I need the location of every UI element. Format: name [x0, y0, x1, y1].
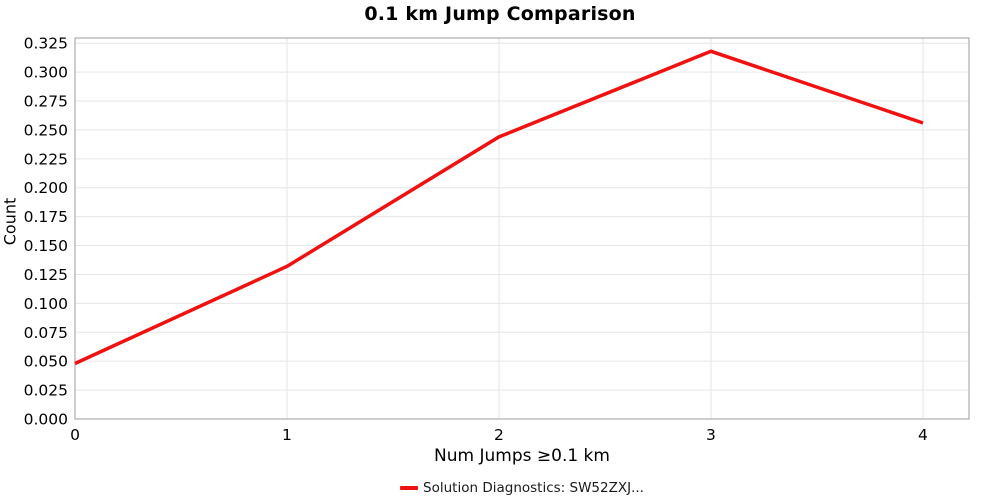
x-tick-label: 0	[70, 426, 80, 444]
y-tick-label: 0.275	[24, 93, 68, 111]
y-tick-label: 0.000	[24, 411, 68, 429]
y-tick-label: 0.050	[24, 353, 68, 371]
x-tick-label: 4	[918, 426, 928, 444]
y-tick-label: 0.075	[24, 324, 68, 342]
x-axis-label: Num Jumps ≥0.1 km	[434, 446, 610, 466]
y-axis-label: Count	[0, 197, 20, 246]
y-tick-label: 0.225	[24, 150, 68, 168]
y-tick-label: 0.175	[24, 208, 68, 226]
y-tick-label: 0.125	[24, 266, 68, 284]
legend-series-label: Solution Diagnostics: SW52ZXJ...	[423, 480, 644, 496]
y-tick-label: 0.025	[24, 382, 68, 400]
y-tick-label: 0.300	[24, 64, 68, 82]
chart-title: 0.1 km Jump Comparison	[364, 3, 636, 25]
x-tick-label: 1	[282, 426, 292, 444]
y-tick-label: 0.250	[24, 121, 68, 139]
series-line	[74, 49, 924, 366]
x-tick-label: 2	[494, 426, 504, 444]
plot-panel	[74, 37, 970, 420]
y-tick-label: 0.100	[24, 295, 68, 313]
y-tick-label: 0.325	[24, 35, 68, 53]
y-tick-label: 0.150	[24, 237, 68, 255]
legend-line-swatch	[400, 486, 419, 490]
x-tick-label: 3	[706, 426, 716, 444]
y-tick-label: 0.200	[24, 179, 68, 197]
legend: Solution Diagnostics: SW52ZXJ...	[400, 480, 644, 496]
